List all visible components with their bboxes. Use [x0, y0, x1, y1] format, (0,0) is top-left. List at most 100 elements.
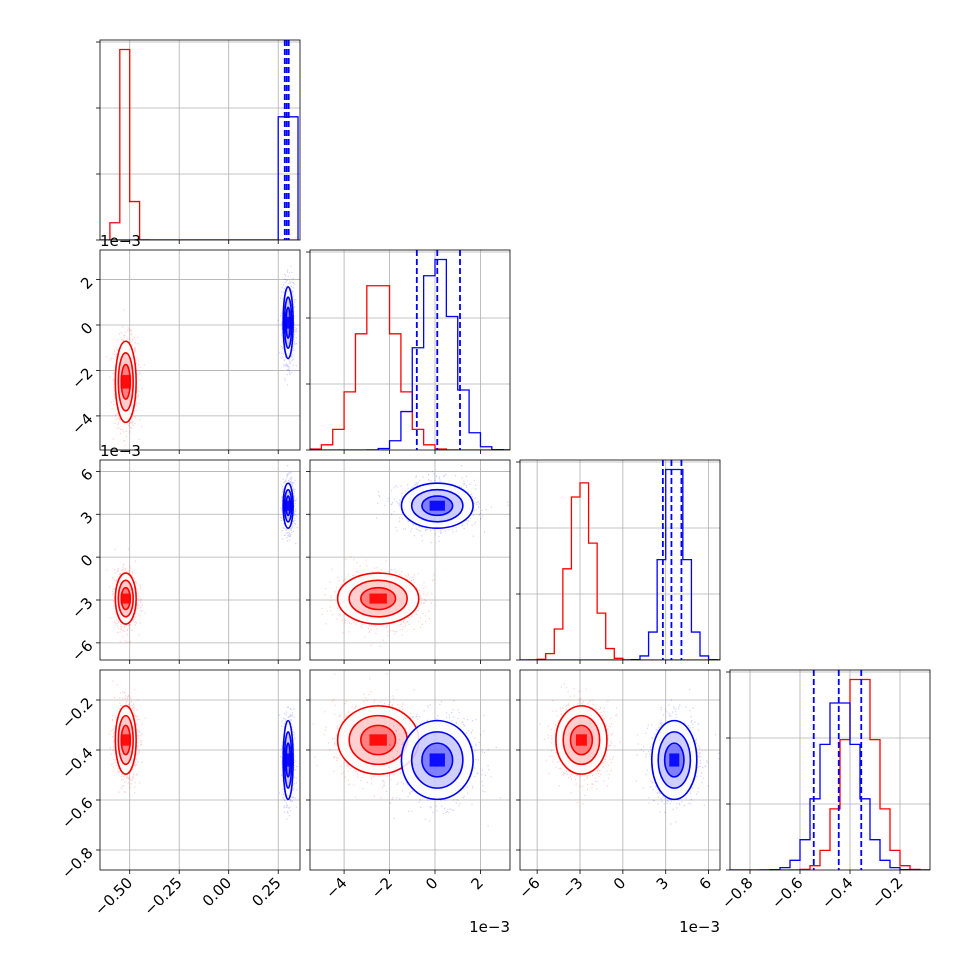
x-tick-label: 0.00	[199, 874, 235, 910]
x-tick-label: −4	[322, 874, 350, 902]
histogram-red	[730, 678, 930, 870]
contour-line-2	[120, 724, 131, 756]
y-offset-label-2: 1e−3	[100, 442, 141, 460]
x-tick-label: −0.4	[818, 874, 856, 912]
x-tick-label: 0	[610, 874, 629, 893]
density-peak	[369, 593, 387, 604]
y-tick-label: −0.4	[58, 744, 96, 782]
contour-line-2	[569, 724, 594, 756]
y-tick-label: −0.8	[58, 844, 96, 882]
panel-frame	[309, 459, 511, 661]
x-tick-label: −0.8	[718, 874, 756, 912]
histogram-blue	[100, 116, 299, 240]
contour-line-0	[650, 719, 698, 801]
y-tick-label: −3	[68, 594, 96, 622]
contour-line-0	[336, 572, 420, 625]
y-tick-label: 2	[77, 273, 96, 292]
contour-line-2	[120, 586, 131, 611]
panel-3-2: −6 −3 0 3 6	[515, 669, 721, 902]
contour-line-1	[410, 488, 464, 523]
panel-0-0	[96, 39, 301, 244]
y-tick-label: −2	[68, 364, 96, 392]
panel-2-1	[306, 459, 511, 664]
x-tick-label: 0	[422, 874, 441, 893]
density-peak	[283, 316, 294, 329]
histogram-red	[520, 482, 720, 660]
panel-frame	[519, 459, 721, 661]
contour-line-1	[657, 731, 692, 789]
panel-3-3: −0.8 −0.6 −0.4 −0.2	[718, 669, 931, 912]
x-offset-label-1: 1e−3	[469, 918, 510, 936]
y-tick-label: −0.2	[58, 694, 96, 732]
panel-2-0: −6 −3 0 3 6	[68, 459, 301, 665]
y-tick-label: 6	[77, 465, 96, 484]
contour-line-0	[282, 482, 294, 530]
contour-line-0	[114, 340, 137, 424]
panel-content	[539, 683, 720, 825]
density-peak	[120, 375, 131, 389]
histogram-red	[100, 48, 299, 240]
panel-2-2	[516, 459, 721, 664]
y-tick-label: −4	[68, 410, 96, 438]
contour-line-1	[283, 296, 293, 350]
contour-line-0	[400, 482, 474, 530]
contour-line-1	[117, 714, 134, 766]
x-tick-label: 3	[653, 874, 672, 893]
panel-content	[321, 465, 509, 647]
histogram-blue	[730, 702, 930, 870]
contour-line-2	[359, 724, 397, 756]
x-tick-label: 6	[696, 874, 715, 893]
contour-line-1	[283, 731, 293, 789]
y-tick-label: 0	[77, 319, 96, 338]
x-tick-label: 0.25	[248, 874, 284, 910]
contour-line-2	[285, 742, 292, 778]
x-tick-label: −0.6	[768, 874, 806, 912]
panel-3-0: −0.50 −0.25 0.00 0.25 −0.8 −0.6 −0.4 −0.2	[58, 669, 301, 919]
contour-line-1	[348, 579, 408, 618]
contour-line-2	[120, 363, 131, 401]
contour-line-0	[282, 719, 294, 801]
contour-line-1	[562, 714, 601, 766]
contour-line-0	[114, 705, 137, 775]
density-peak	[120, 734, 131, 746]
contour-line-0	[400, 719, 474, 801]
density-peak	[669, 753, 680, 767]
panel-frame	[99, 249, 301, 451]
histogram-red	[310, 285, 510, 450]
panel-content	[730, 670, 930, 870]
x-tick-label: −3	[558, 874, 586, 902]
histogram-blue	[520, 468, 720, 660]
panel-content	[310, 250, 510, 450]
x-tick-label: −0.25	[141, 874, 186, 919]
density-peak	[429, 753, 445, 767]
density-peak	[283, 500, 294, 511]
contour-line-1	[283, 488, 293, 523]
panel-frame	[99, 39, 301, 241]
panel-content	[108, 680, 298, 820]
panel-frame	[99, 459, 301, 661]
contour-line-0	[555, 705, 608, 775]
contour-line-1	[410, 731, 464, 789]
y-tick-label: −0.6	[58, 794, 96, 832]
panel-content	[520, 460, 720, 660]
panel-1-0: −4 −2 0 2	[68, 249, 301, 454]
panel-frame	[519, 669, 721, 871]
panel-frame	[309, 249, 511, 451]
x-offset-label-2: 1e−3	[679, 918, 720, 936]
density-peak	[575, 734, 587, 746]
y-offset-label-1: 1e−3	[100, 232, 141, 250]
density-peak	[369, 734, 387, 746]
x-tick-label: −0.50	[91, 874, 136, 919]
x-tick-label: −6	[515, 874, 543, 902]
contour-line-2	[421, 495, 454, 517]
panel-frame	[99, 669, 301, 871]
panel-content	[105, 265, 298, 447]
histogram-blue	[310, 258, 510, 450]
contour-line-0	[114, 572, 137, 625]
contour-line-2	[421, 742, 454, 778]
density-peak	[120, 593, 131, 604]
panel-frame	[729, 669, 931, 871]
contour-line-1	[117, 352, 134, 412]
contour-line-2	[663, 742, 685, 778]
density-peak	[283, 753, 294, 767]
